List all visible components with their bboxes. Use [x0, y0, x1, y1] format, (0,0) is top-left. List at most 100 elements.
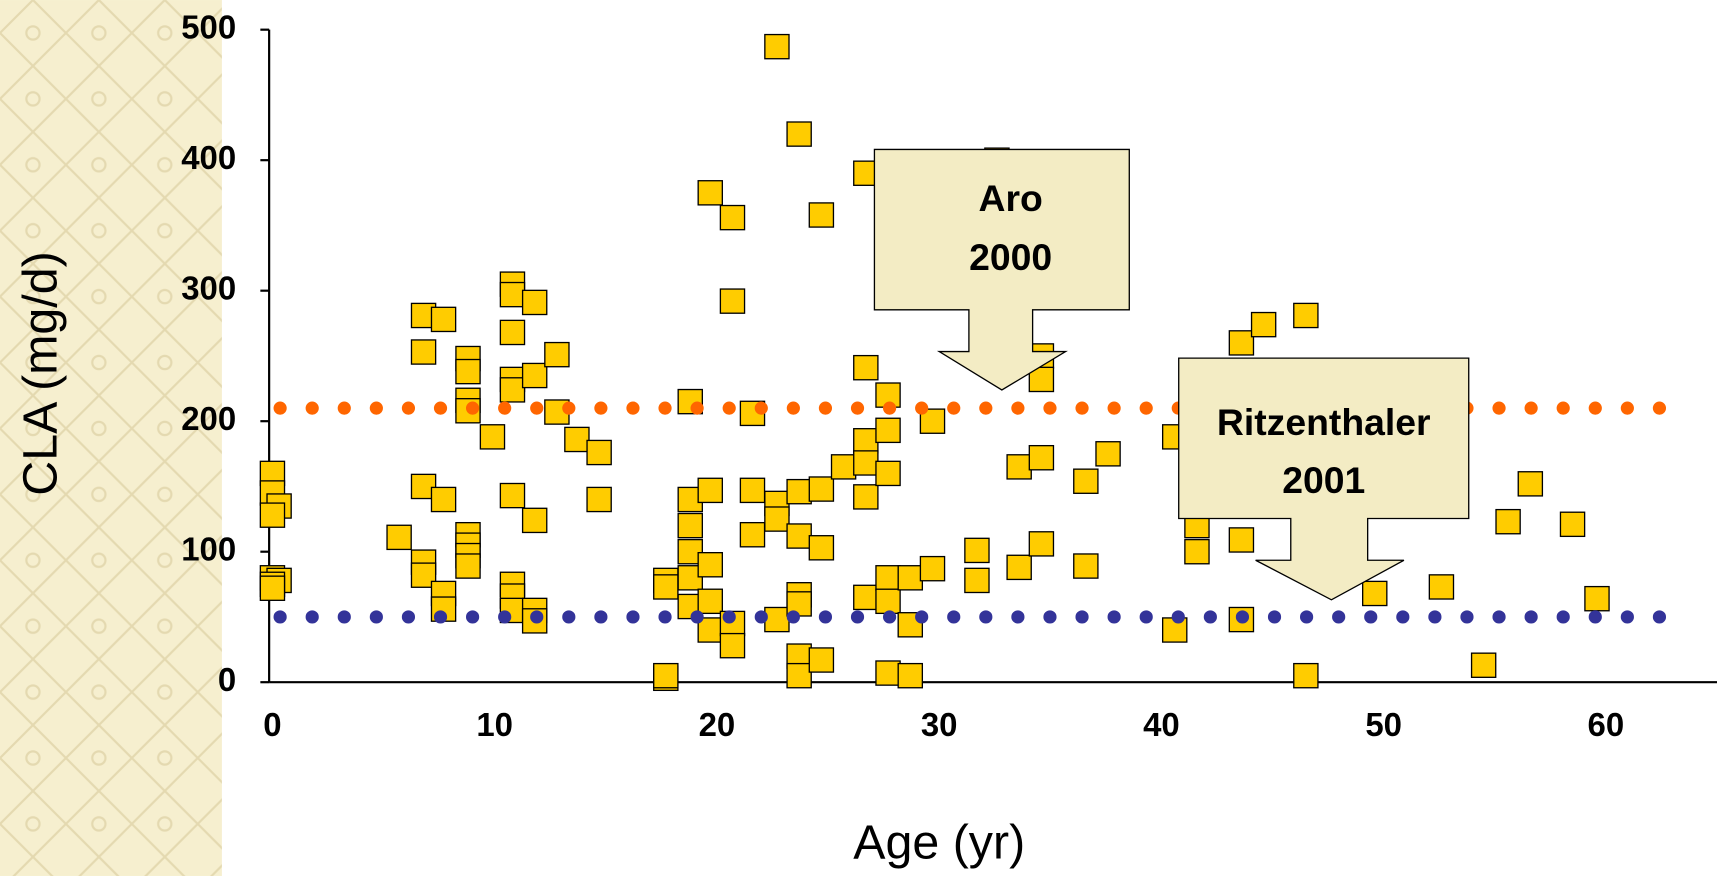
point [499, 482, 526, 509]
point [808, 202, 835, 228]
point [653, 662, 679, 689]
point [919, 555, 946, 582]
point [897, 662, 924, 689]
y-tick-label: 200 [181, 400, 236, 437]
y-tick-label: 500 [181, 8, 236, 45]
point [853, 584, 879, 611]
point [1362, 580, 1388, 607]
point [677, 388, 703, 415]
point [853, 428, 879, 454]
background-strip [0, 0, 222, 876]
point [875, 460, 901, 487]
point [875, 588, 901, 615]
point [853, 354, 879, 381]
point [719, 288, 746, 314]
y-axis-title: CLA (mg/d) [14, 251, 68, 495]
point [853, 450, 879, 476]
point [1073, 553, 1099, 579]
point [410, 339, 437, 365]
point [1184, 538, 1210, 565]
point [875, 660, 901, 686]
point [586, 439, 612, 466]
point [259, 502, 286, 528]
x-tick-label: 10 [476, 706, 513, 743]
point [1228, 330, 1255, 356]
point [499, 281, 526, 308]
point [1250, 311, 1277, 338]
point [1028, 366, 1055, 393]
y-tick-label: 100 [181, 530, 236, 567]
point [386, 524, 412, 551]
point [521, 507, 548, 534]
x-tick-label: 0 [263, 706, 281, 743]
point [1028, 531, 1055, 557]
point [1006, 454, 1032, 480]
point [1073, 468, 1099, 494]
point [1584, 585, 1610, 612]
callout-text: Aro [978, 177, 1042, 219]
point [1470, 652, 1497, 678]
point [786, 478, 812, 505]
point [853, 484, 879, 510]
point [964, 567, 990, 594]
point [1495, 508, 1521, 535]
point [719, 204, 746, 231]
point [697, 588, 723, 615]
point [1028, 444, 1055, 471]
point [697, 180, 723, 206]
point [697, 552, 723, 578]
point [1095, 441, 1121, 467]
point [521, 362, 548, 389]
callout-text: 2000 [969, 236, 1052, 278]
point [764, 606, 790, 633]
point [1428, 574, 1455, 600]
point [739, 477, 766, 504]
point [897, 565, 924, 591]
point [499, 319, 526, 346]
point [875, 417, 901, 444]
point [430, 306, 457, 333]
point [677, 512, 703, 539]
point [1006, 554, 1032, 581]
y-tick-label: 0 [218, 661, 236, 698]
point [808, 476, 835, 502]
point [786, 121, 812, 147]
point [259, 575, 286, 601]
x-axis-title: Age (yr) [853, 816, 1025, 870]
point [964, 537, 990, 564]
x-tick-label: 20 [699, 706, 736, 743]
x-tick-label: 60 [1588, 706, 1625, 743]
callout [873, 148, 1130, 391]
y-tick-label: 400 [181, 139, 236, 176]
point [653, 574, 679, 600]
point [430, 486, 457, 513]
point [1228, 527, 1255, 553]
point [808, 535, 835, 561]
x-tick-label: 50 [1365, 706, 1402, 743]
point [521, 289, 548, 316]
point [677, 565, 703, 591]
point [455, 553, 481, 579]
point [808, 647, 835, 673]
point [1559, 511, 1586, 538]
point [1293, 302, 1319, 329]
point [875, 565, 901, 591]
point [499, 377, 526, 403]
point [764, 33, 790, 60]
y-tick-label: 300 [181, 269, 236, 306]
point [764, 506, 790, 532]
point [564, 426, 590, 453]
point [455, 358, 481, 385]
x-tick-label: 40 [1143, 706, 1180, 743]
point [586, 486, 612, 513]
point [1517, 471, 1544, 497]
point [786, 662, 812, 689]
callout [1178, 357, 1470, 601]
callout-text: Ritzenthaler [1217, 401, 1431, 443]
point [786, 523, 812, 549]
point [410, 473, 437, 500]
point [830, 454, 857, 480]
point [697, 477, 723, 504]
x-tick-label: 30 [921, 706, 958, 743]
